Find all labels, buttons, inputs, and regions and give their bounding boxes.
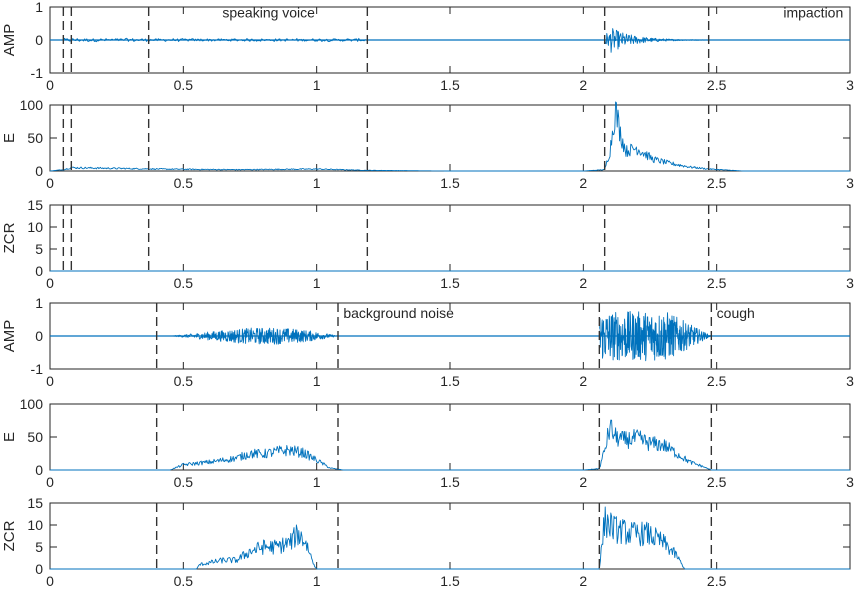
x-tick-label: 2.5 xyxy=(707,474,727,490)
x-tick-label: 0 xyxy=(46,77,54,93)
y-tick-label: 10 xyxy=(27,219,43,235)
axes-frame xyxy=(49,502,851,570)
y-axis-label: ZCR xyxy=(1,520,18,551)
axes-frame xyxy=(49,204,851,272)
x-tick-label: 3 xyxy=(846,77,854,93)
x-tick-label: 2.5 xyxy=(707,175,727,191)
x-tick-label: 1.5 xyxy=(440,77,460,93)
y-tick-label: 5 xyxy=(35,539,43,555)
y-tick-label: 1 xyxy=(35,0,43,15)
x-tick-label: 2 xyxy=(579,77,587,93)
x-tick-label: 0 xyxy=(46,474,54,490)
x-tick-label: 0.5 xyxy=(174,474,194,490)
y-tick-label: 0 xyxy=(35,328,43,344)
x-tick-label: 2 xyxy=(579,474,587,490)
y-tick-label: 100 xyxy=(20,396,44,412)
x-tick-label: 3 xyxy=(846,474,854,490)
y-axis-label: E xyxy=(1,133,18,143)
y-axis-label: AMP xyxy=(1,24,18,57)
y-tick-label: 0 xyxy=(35,462,43,478)
feature-line xyxy=(50,506,850,570)
y-tick-label: 15 xyxy=(27,197,43,213)
x-tick-label: 1 xyxy=(313,573,321,589)
axes-frame xyxy=(49,104,851,172)
annotation-label: background noise xyxy=(343,305,454,321)
y-tick-label: 5 xyxy=(35,241,43,257)
annotation-label: cough xyxy=(717,305,755,321)
x-tick-label: 2 xyxy=(579,373,587,389)
y-tick-label: 0 xyxy=(35,263,43,279)
x-tick-label: 0 xyxy=(46,573,54,589)
x-tick-label: 1.5 xyxy=(440,474,460,490)
x-tick-label: 0.5 xyxy=(174,175,194,191)
y-tick-label: 15 xyxy=(27,495,43,511)
x-tick-label: 2.5 xyxy=(707,373,727,389)
x-tick-label: 1 xyxy=(313,275,321,291)
x-tick-label: 2 xyxy=(579,275,587,291)
x-tick-label: 0.5 xyxy=(174,77,194,93)
feature-line xyxy=(49,101,850,172)
x-tick-label: 1 xyxy=(313,77,321,93)
x-tick-label: 1.5 xyxy=(440,373,460,389)
x-tick-label: 3 xyxy=(846,175,854,191)
panel-2: 0 0.5 1 1.5 2 2.5 3 0 50 100 E xyxy=(1,97,854,191)
x-tick-label: 0.5 xyxy=(174,275,194,291)
y-tick-label: -1 xyxy=(31,65,44,81)
y-axis-label: ZCR xyxy=(1,222,18,253)
y-tick-label: 0 xyxy=(35,32,43,48)
x-tick-label: 0.5 xyxy=(174,373,194,389)
y-axis-label: E xyxy=(1,432,18,442)
annotation-label: impaction xyxy=(783,5,843,21)
y-axis-label: AMP xyxy=(1,320,18,353)
x-tick-label: 2.5 xyxy=(707,573,727,589)
x-tick-label: 2.5 xyxy=(707,77,727,93)
y-tick-label: 0 xyxy=(35,561,43,577)
x-tick-label: 2 xyxy=(579,175,587,191)
x-tick-label: 0 xyxy=(46,175,54,191)
y-tick-label: -1 xyxy=(31,361,44,377)
panel-5: 0 0.5 1 1.5 2 2.5 3 0 50 100 E xyxy=(1,396,854,490)
waveform-line xyxy=(169,310,712,362)
x-tick-label: 1 xyxy=(313,474,321,490)
x-tick-label: 1.5 xyxy=(440,275,460,291)
y-tick-label: 100 xyxy=(20,97,44,113)
y-tick-label: 10 xyxy=(27,517,43,533)
panel-3: 0 0.5 1 1.5 2 2.5 3 0 5 10 15 ZCR xyxy=(1,197,854,291)
axes-frame xyxy=(49,403,851,471)
x-tick-label: 0 xyxy=(46,275,54,291)
x-tick-label: 0 xyxy=(46,373,54,389)
annotation-label: speaking voice xyxy=(222,5,315,21)
x-tick-label: 1.5 xyxy=(440,573,460,589)
y-tick-label: 50 xyxy=(27,130,43,146)
x-tick-label: 3 xyxy=(846,373,854,389)
y-tick-label: 0 xyxy=(35,163,43,179)
x-tick-label: 1 xyxy=(313,373,321,389)
waveform-line xyxy=(62,28,709,53)
y-tick-label: 50 xyxy=(27,429,43,445)
y-tick-label: 1 xyxy=(35,295,43,311)
x-tick-label: 0.5 xyxy=(174,573,194,589)
x-tick-label: 1 xyxy=(313,175,321,191)
x-tick-label: 2.5 xyxy=(707,275,727,291)
x-tick-label: 2 xyxy=(579,573,587,589)
panel-6: 0 0.5 1 1.5 2 2.5 0 5 10 15 ZCR xyxy=(1,495,851,589)
x-tick-label: 3 xyxy=(846,275,854,291)
feature-line xyxy=(50,419,850,471)
x-tick-label: 1.5 xyxy=(440,175,460,191)
